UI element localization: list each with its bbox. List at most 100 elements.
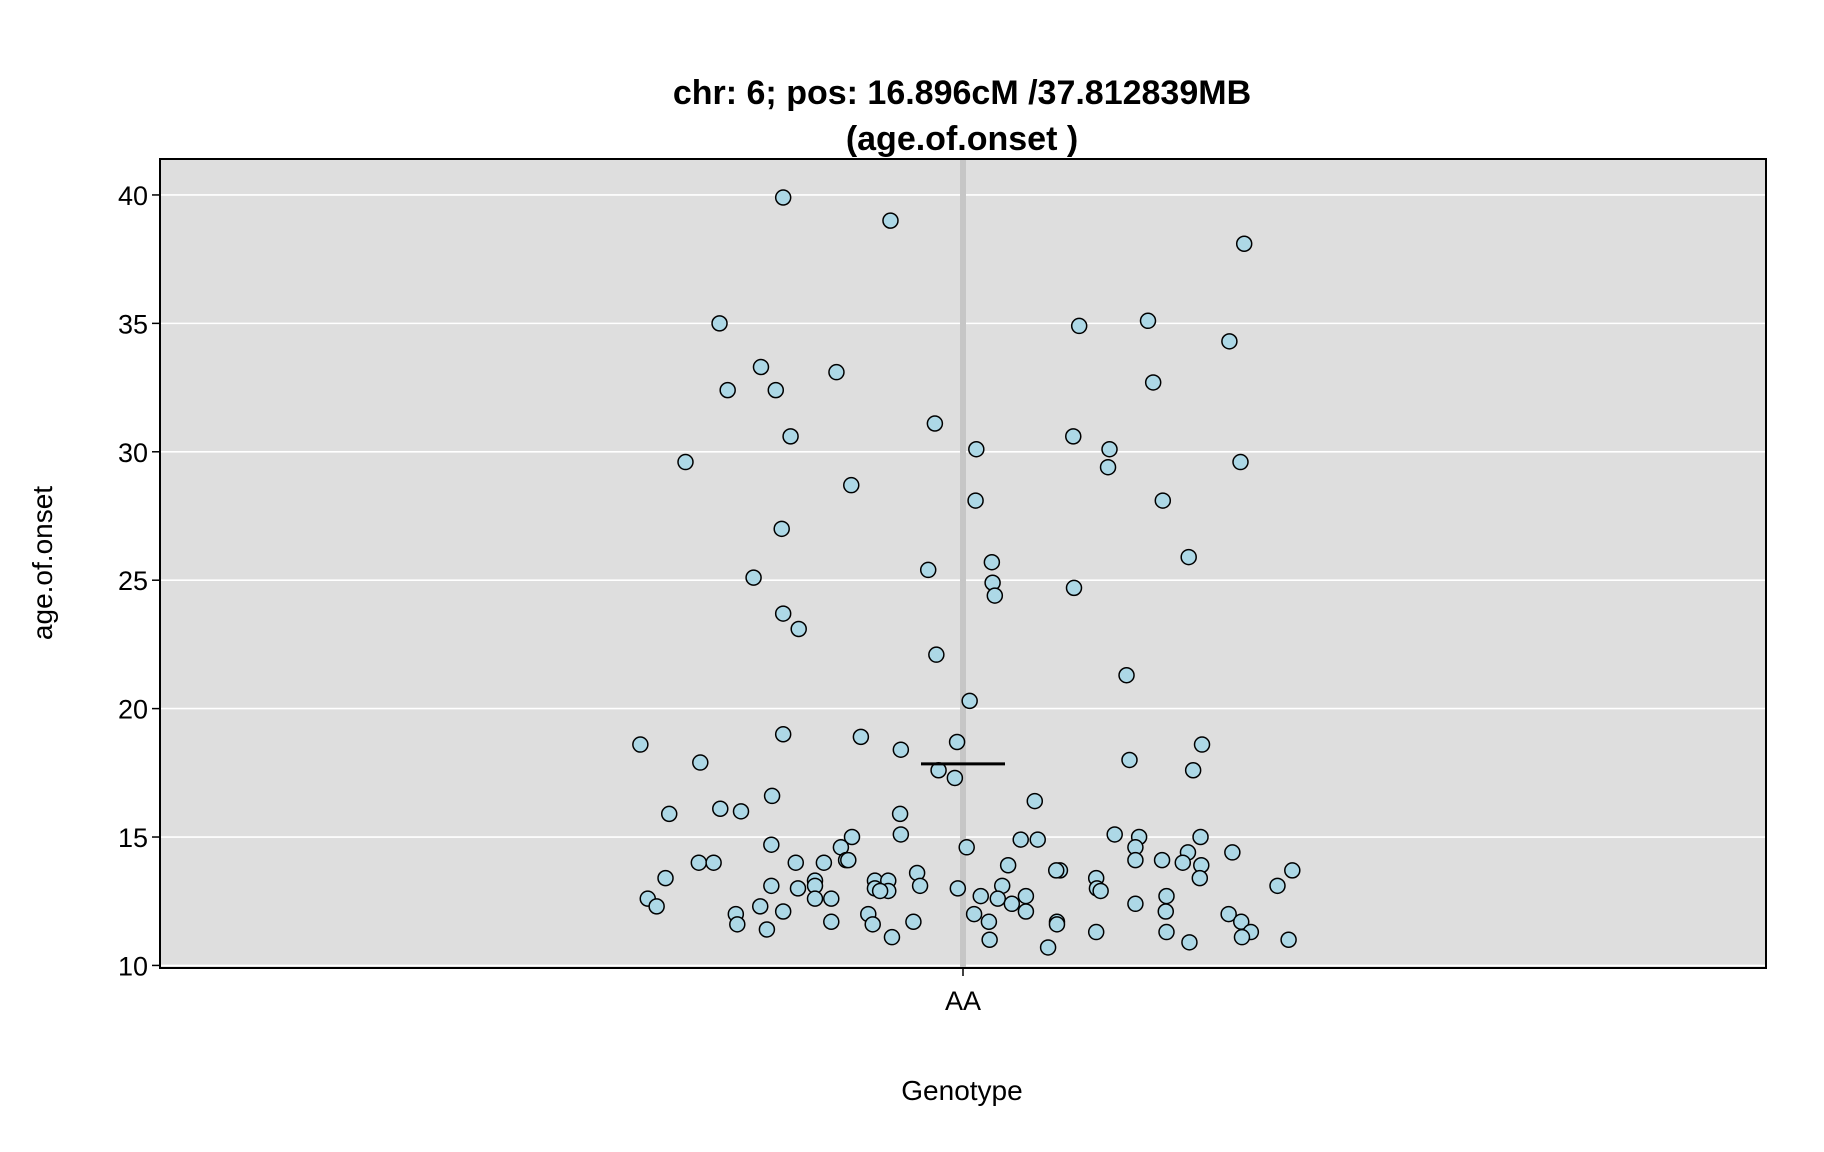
data-point	[789, 880, 807, 897]
data-point	[892, 826, 910, 843]
data-point	[1153, 851, 1171, 869]
data-point	[787, 854, 805, 871]
data-point	[1029, 831, 1046, 848]
data-point	[891, 805, 909, 823]
data-point	[911, 877, 929, 895]
data-point	[1158, 923, 1175, 941]
data-point	[972, 887, 990, 905]
data-point	[705, 854, 722, 871]
data-point	[1235, 235, 1253, 253]
data-point	[1192, 828, 1209, 846]
x-axis-ticks: AA	[945, 968, 981, 1016]
data-point	[1284, 862, 1301, 879]
y-tick-label: 15	[118, 823, 148, 853]
data-point	[928, 646, 945, 663]
data-point	[1003, 895, 1021, 913]
data-point	[961, 692, 978, 710]
data-point	[1127, 851, 1144, 869]
data-point	[1184, 761, 1202, 779]
data-point	[648, 898, 665, 915]
data-point	[1087, 923, 1105, 941]
data-point	[1070, 317, 1088, 335]
data-point	[1099, 458, 1117, 476]
data-point	[790, 620, 807, 638]
x-axis-label: Genotype	[901, 1075, 1022, 1106]
data-point	[1127, 895, 1144, 913]
data-point	[1065, 428, 1082, 445]
data-point	[782, 428, 799, 445]
data-point	[967, 492, 984, 509]
data-point	[1232, 453, 1249, 471]
data-point	[968, 440, 985, 458]
data-point	[774, 605, 792, 622]
data-point	[1106, 826, 1123, 843]
data-point	[745, 569, 762, 586]
data-points	[632, 189, 1301, 956]
y-tick-label: 30	[118, 438, 148, 468]
data-point	[632, 736, 649, 753]
data-point	[1047, 862, 1065, 879]
data-point	[774, 726, 792, 743]
data-point	[1092, 882, 1109, 900]
data-point	[843, 828, 861, 846]
data-point	[965, 905, 983, 923]
data-point	[1121, 751, 1138, 769]
data-point	[1174, 854, 1192, 871]
data-point	[677, 453, 694, 471]
y-tick-label: 40	[118, 181, 148, 211]
data-point	[1154, 492, 1172, 509]
data-point	[752, 358, 770, 376]
data-point	[823, 913, 840, 931]
data-point	[1144, 374, 1162, 391]
data-point	[946, 769, 964, 787]
x-tick-label: AA	[945, 986, 981, 1016]
chart-title-line1: chr: 6; pos: 16.896cM /37.812839MB	[673, 74, 1251, 112]
data-point	[926, 415, 944, 432]
data-point	[719, 381, 736, 399]
data-point	[892, 741, 910, 758]
data-point	[1048, 916, 1066, 933]
data-point	[958, 839, 975, 856]
data-point	[983, 553, 1001, 571]
data-point	[980, 913, 998, 931]
data-point	[1233, 928, 1251, 946]
data-point	[1180, 548, 1197, 566]
data-point	[763, 836, 780, 853]
data-point	[1065, 579, 1083, 597]
data-point	[1157, 903, 1175, 920]
y-tick-label: 25	[118, 566, 148, 596]
data-point	[843, 476, 860, 494]
data-point	[823, 890, 840, 907]
data-point	[692, 754, 709, 771]
data-point	[732, 803, 750, 820]
data-point	[1026, 792, 1044, 810]
data-point	[729, 916, 746, 933]
y-tick-label: 10	[118, 951, 148, 981]
data-point	[1269, 877, 1286, 895]
data-point	[828, 363, 845, 381]
data-point	[1101, 440, 1118, 458]
data-point	[774, 189, 792, 206]
data-point	[1280, 931, 1297, 948]
data-point	[1221, 333, 1238, 350]
data-point	[999, 857, 1017, 874]
data-point	[711, 315, 728, 332]
data-point	[905, 913, 922, 931]
data-point	[767, 381, 785, 399]
data-point	[657, 869, 674, 887]
data-point	[806, 890, 824, 907]
data-point	[763, 787, 781, 805]
data-point	[1158, 887, 1175, 905]
data-point	[852, 728, 870, 746]
data-point	[981, 931, 998, 948]
data-point	[1191, 869, 1209, 887]
data-point	[751, 898, 769, 915]
data-point	[660, 805, 678, 823]
y-tick-label: 35	[118, 309, 148, 339]
y-axis-ticks: 10 15 20 25 30 35 40	[118, 181, 160, 981]
data-point	[1224, 844, 1241, 861]
data-point	[1017, 903, 1035, 920]
data-point	[948, 733, 966, 751]
data-point	[840, 851, 857, 869]
